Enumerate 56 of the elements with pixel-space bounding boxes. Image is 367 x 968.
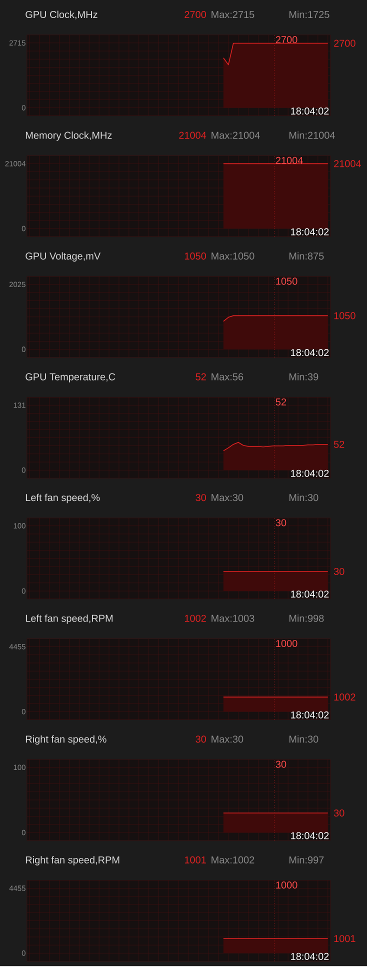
annotation: 18:04:02: [290, 228, 329, 236]
annotation: 18:04:02: [290, 952, 329, 960]
text: 1002: [184, 614, 206, 622]
text: Min:21004: [289, 132, 335, 139]
annotation: 30: [276, 760, 286, 768]
text: Min:39: [289, 373, 318, 380]
text: Min:30: [289, 494, 318, 502]
annotation: 2700: [276, 36, 298, 44]
text: Max:1050: [211, 252, 254, 260]
annotation: 1000: [276, 882, 298, 889]
annotation: 52: [276, 398, 286, 406]
text: 2700: [184, 11, 206, 18]
annotation: 30: [276, 519, 286, 526]
text: Min:1725: [289, 10, 330, 18]
text: 21004: [179, 132, 206, 139]
chart-title: Left fan speed,RPM: [26, 614, 112, 624]
text: 1001: [334, 935, 356, 942]
text: Max:21004: [211, 132, 260, 139]
text: 1001: [184, 856, 206, 864]
chart-title: GPU Voltage,mV: [26, 252, 100, 262]
chart-title: Left fan speed,%: [26, 494, 100, 504]
text: Min:875: [289, 252, 324, 260]
annotation: 18:04:02: [290, 711, 329, 718]
text: 30: [334, 809, 344, 817]
text: Min:997: [289, 856, 324, 864]
annotation: 1050: [276, 278, 298, 285]
annotation: 18:04:02: [290, 108, 329, 115]
annotation: 18:04:02: [290, 349, 329, 356]
text: Max:1002: [211, 856, 254, 864]
annotation: 18:04:02: [290, 470, 329, 477]
chart-title: Memory Clock,MHz: [26, 132, 112, 141]
text: Max:1003: [211, 614, 254, 622]
annotation: 18:04:02: [290, 590, 329, 598]
chart-title: GPU Clock,MHz: [26, 10, 98, 20]
text: 21004: [334, 160, 361, 168]
text: 30: [196, 736, 206, 743]
text: 52: [334, 440, 344, 448]
text: 1050: [334, 312, 356, 320]
text: Max:2715: [211, 11, 254, 18]
text: 1002: [334, 694, 356, 701]
annotation: 18:04:02: [290, 832, 329, 840]
text: Max:30: [211, 494, 243, 502]
text: Min:30: [289, 735, 318, 743]
text: 52: [196, 373, 206, 380]
text: Max:56: [211, 373, 243, 380]
text: Min:998: [289, 614, 324, 622]
chart-title: GPU Temperature,C: [26, 373, 116, 382]
chart-title: Right fan speed,%: [26, 735, 106, 745]
chart-title: Right fan speed,RPM: [26, 856, 120, 866]
text: 30: [196, 494, 206, 502]
annotation: 21004: [276, 156, 303, 164]
text: 2700: [334, 40, 356, 47]
text: Max:30: [211, 736, 243, 743]
text: 1050: [184, 252, 206, 260]
text: 30: [334, 568, 344, 575]
annotation: 1000: [276, 640, 298, 648]
